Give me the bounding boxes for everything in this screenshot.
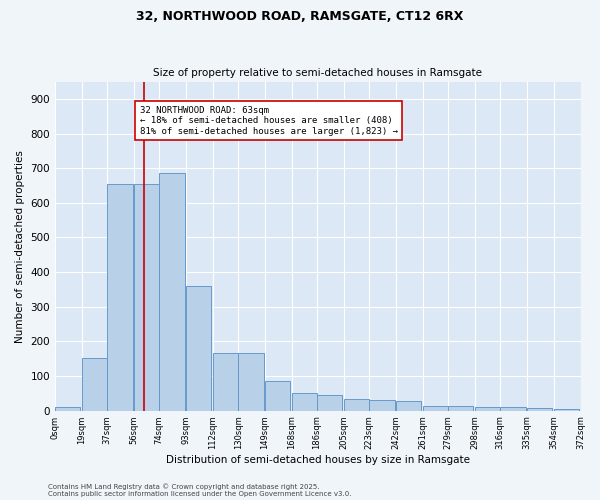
Bar (82, 358, 107, 410)
Bar (265, 380, 290, 410)
Bar (344, 398, 369, 410)
Bar (396, 402, 421, 410)
Y-axis label: Number of semi-detached properties: Number of semi-detached properties (15, 150, 25, 342)
Bar (448, 406, 473, 410)
Title: Size of property relative to semi-detached houses in Ramsgate: Size of property relative to semi-detach… (153, 68, 482, 78)
Text: Contains public sector information licensed under the Open Government Licence v3: Contains public sector information licen… (48, 491, 352, 497)
Bar (292, 394, 317, 410)
Bar (527, 408, 553, 410)
Text: 32 NORTHWOOD ROAD: 63sqm
← 18% of semi-detached houses are smaller (408)
81% of : 32 NORTHWOOD ROAD: 63sqm ← 18% of semi-d… (140, 106, 398, 136)
Bar (317, 395, 343, 410)
Bar (475, 407, 500, 410)
Bar (423, 406, 448, 410)
Bar (55, 407, 80, 410)
Bar (107, 184, 133, 410)
Bar (500, 407, 526, 410)
Bar (238, 353, 263, 410)
X-axis label: Distribution of semi-detached houses by size in Ramsgate: Distribution of semi-detached houses by … (166, 455, 470, 465)
Text: 32, NORTHWOOD ROAD, RAMSGATE, CT12 6RX: 32, NORTHWOOD ROAD, RAMSGATE, CT12 6RX (136, 10, 464, 23)
Bar (134, 184, 159, 410)
Bar (159, 174, 185, 410)
Bar (186, 286, 211, 410)
Text: Contains HM Land Registry data © Crown copyright and database right 2025.: Contains HM Land Registry data © Crown c… (48, 484, 320, 490)
Bar (369, 400, 395, 410)
Bar (213, 353, 238, 410)
Bar (554, 409, 579, 410)
